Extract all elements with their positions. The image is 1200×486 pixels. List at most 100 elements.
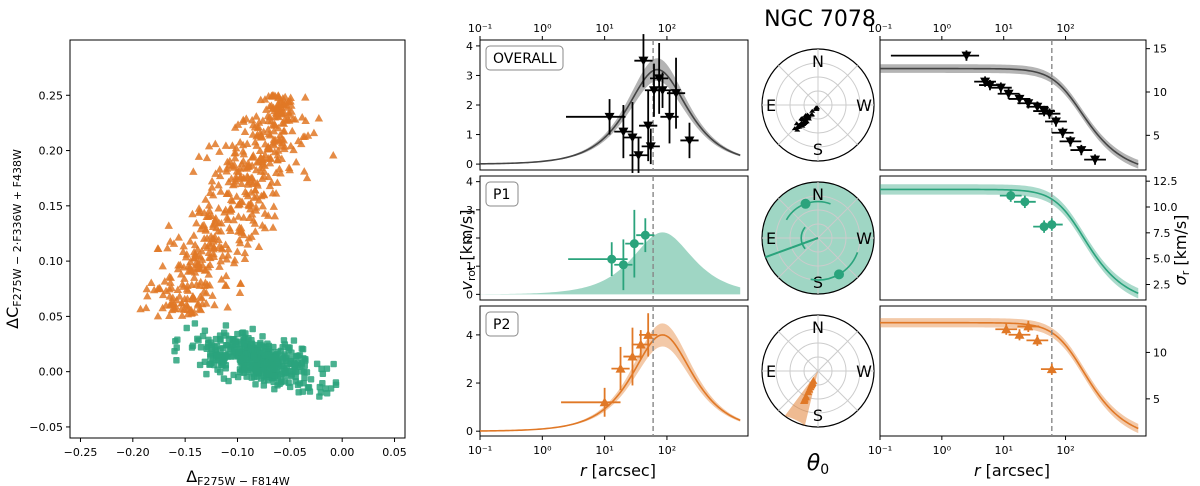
p2-triangle-point	[160, 277, 169, 285]
p2-triangle-point	[206, 253, 215, 262]
p2-triangle-point	[236, 172, 245, 181]
p2-triangle-point	[287, 101, 296, 109]
p1-square-point	[316, 393, 323, 400]
p2-triangle-point	[225, 204, 235, 213]
p1-square-point	[257, 375, 265, 382]
p1-square-point	[332, 379, 340, 386]
data-marker	[1044, 109, 1055, 119]
p1-square-point	[318, 365, 325, 373]
p1-square-point	[236, 348, 243, 356]
data-marker	[1039, 222, 1049, 232]
p2-triangle-point	[239, 117, 248, 125]
p2-triangle-point	[136, 304, 145, 313]
p2-triangle-point	[205, 206, 214, 214]
p1-square-point	[280, 337, 288, 344]
p2-triangle-point	[187, 266, 196, 275]
chromosome-map-points	[136, 91, 340, 400]
chromosome-map-xlabel: ΔF275W − F814W	[186, 467, 290, 486]
p1-square-point	[215, 357, 222, 364]
polar-panel-p2: N E W S	[761, 314, 875, 428]
p2-triangle-point	[194, 152, 204, 160]
polar-grid-spoke	[817, 331, 858, 372]
data-marker	[1046, 364, 1057, 374]
p2-triangle-point	[234, 167, 243, 176]
x-tick-label: −0.10	[221, 446, 255, 459]
p2-triangle-point	[239, 163, 249, 171]
y-tick-label: 10.0	[1153, 201, 1178, 214]
p2-triangle-point	[244, 233, 254, 242]
data-marker	[1057, 128, 1068, 138]
p2-triangle-point	[235, 200, 244, 208]
sigma-profiles: 5 10 15 2.5 5.0 7.5 10.0 12.5 5 10 10⁻¹ 10⁻¹ 10⁰ 10⁰ 1…	[868, 22, 1178, 457]
data-marker	[1032, 102, 1043, 112]
y-tick-label: 0.00	[39, 366, 64, 379]
y-tick-label: 3	[466, 69, 473, 82]
p2-triangle-point	[192, 218, 201, 227]
p2-triangle-point	[202, 233, 212, 242]
p2-triangle-point	[228, 141, 237, 149]
data-marker	[635, 339, 646, 349]
p2-triangle-point	[187, 309, 196, 317]
model-curve	[479, 334, 741, 432]
p1-square-point	[245, 334, 252, 342]
p2-triangle-point	[217, 218, 226, 227]
p2-triangle-point	[229, 215, 238, 224]
p2-triangle-point	[174, 233, 183, 241]
p2-triangle-point	[214, 180, 223, 189]
y-tick-label: 0	[466, 288, 473, 301]
p1-square-point	[260, 366, 267, 374]
p1-square-point	[222, 332, 230, 339]
p2-triangle-point	[243, 139, 252, 147]
p2-triangle-point	[204, 270, 213, 278]
panel-label-box	[485, 181, 519, 207]
p2-triangle-point	[240, 254, 250, 262]
panel-label-box	[485, 45, 564, 71]
p2-triangle-point	[201, 195, 210, 203]
p2-triangle-point	[195, 207, 204, 215]
y-tick-label: 0.05	[39, 310, 64, 323]
data-marker	[615, 363, 626, 373]
theta-sample-marker	[798, 116, 805, 121]
p1-square-point	[216, 332, 224, 339]
p2-triangle-point	[248, 152, 258, 161]
p2-triangle-point	[236, 279, 246, 287]
theta-point	[834, 269, 844, 280]
p1-square-point	[265, 370, 272, 378]
compass-west: W	[856, 96, 872, 115]
compass-east: E	[766, 229, 776, 248]
p2-triangle-point	[230, 149, 239, 157]
p2-triangle-point	[248, 179, 257, 187]
p2-triangle-point	[190, 240, 200, 249]
p1-square-point	[189, 342, 197, 349]
theta-sample-marker	[806, 383, 815, 391]
p1-square-point	[259, 333, 266, 340]
p1-square-point	[264, 351, 271, 359]
y-tick-label: 0.20	[39, 145, 64, 158]
p2-triangle-point	[195, 263, 204, 271]
p2-triangle-point	[190, 273, 199, 281]
p2-triangle-point	[206, 241, 215, 250]
p2-triangle-point	[237, 179, 246, 187]
p2-triangle-point	[277, 141, 286, 150]
p2-triangle-point	[232, 192, 241, 200]
polar-grid-spoke	[817, 370, 858, 411]
p1-square-point	[330, 360, 337, 368]
p2-triangle-point	[177, 304, 186, 313]
p1-square-point	[173, 357, 180, 364]
compass-east: E	[766, 362, 776, 381]
p2-triangle-point	[224, 244, 233, 253]
p1-square-point	[191, 320, 199, 327]
p2-triangle-point	[260, 209, 270, 217]
p2-triangle-point	[265, 158, 275, 167]
data-marker	[604, 112, 615, 122]
p2-triangle-point	[245, 199, 255, 208]
p2-triangle-point	[180, 294, 189, 303]
p2-triangle-point	[258, 201, 268, 210]
p2-triangle-point	[208, 190, 218, 199]
p2-triangle-point	[240, 248, 250, 257]
p2-triangle-point	[301, 116, 310, 125]
p2-triangle-point	[214, 204, 223, 212]
data-marker	[1001, 324, 1012, 334]
polar-grid-spoke	[778, 198, 819, 239]
y-tick-label: −0.05	[29, 421, 63, 434]
